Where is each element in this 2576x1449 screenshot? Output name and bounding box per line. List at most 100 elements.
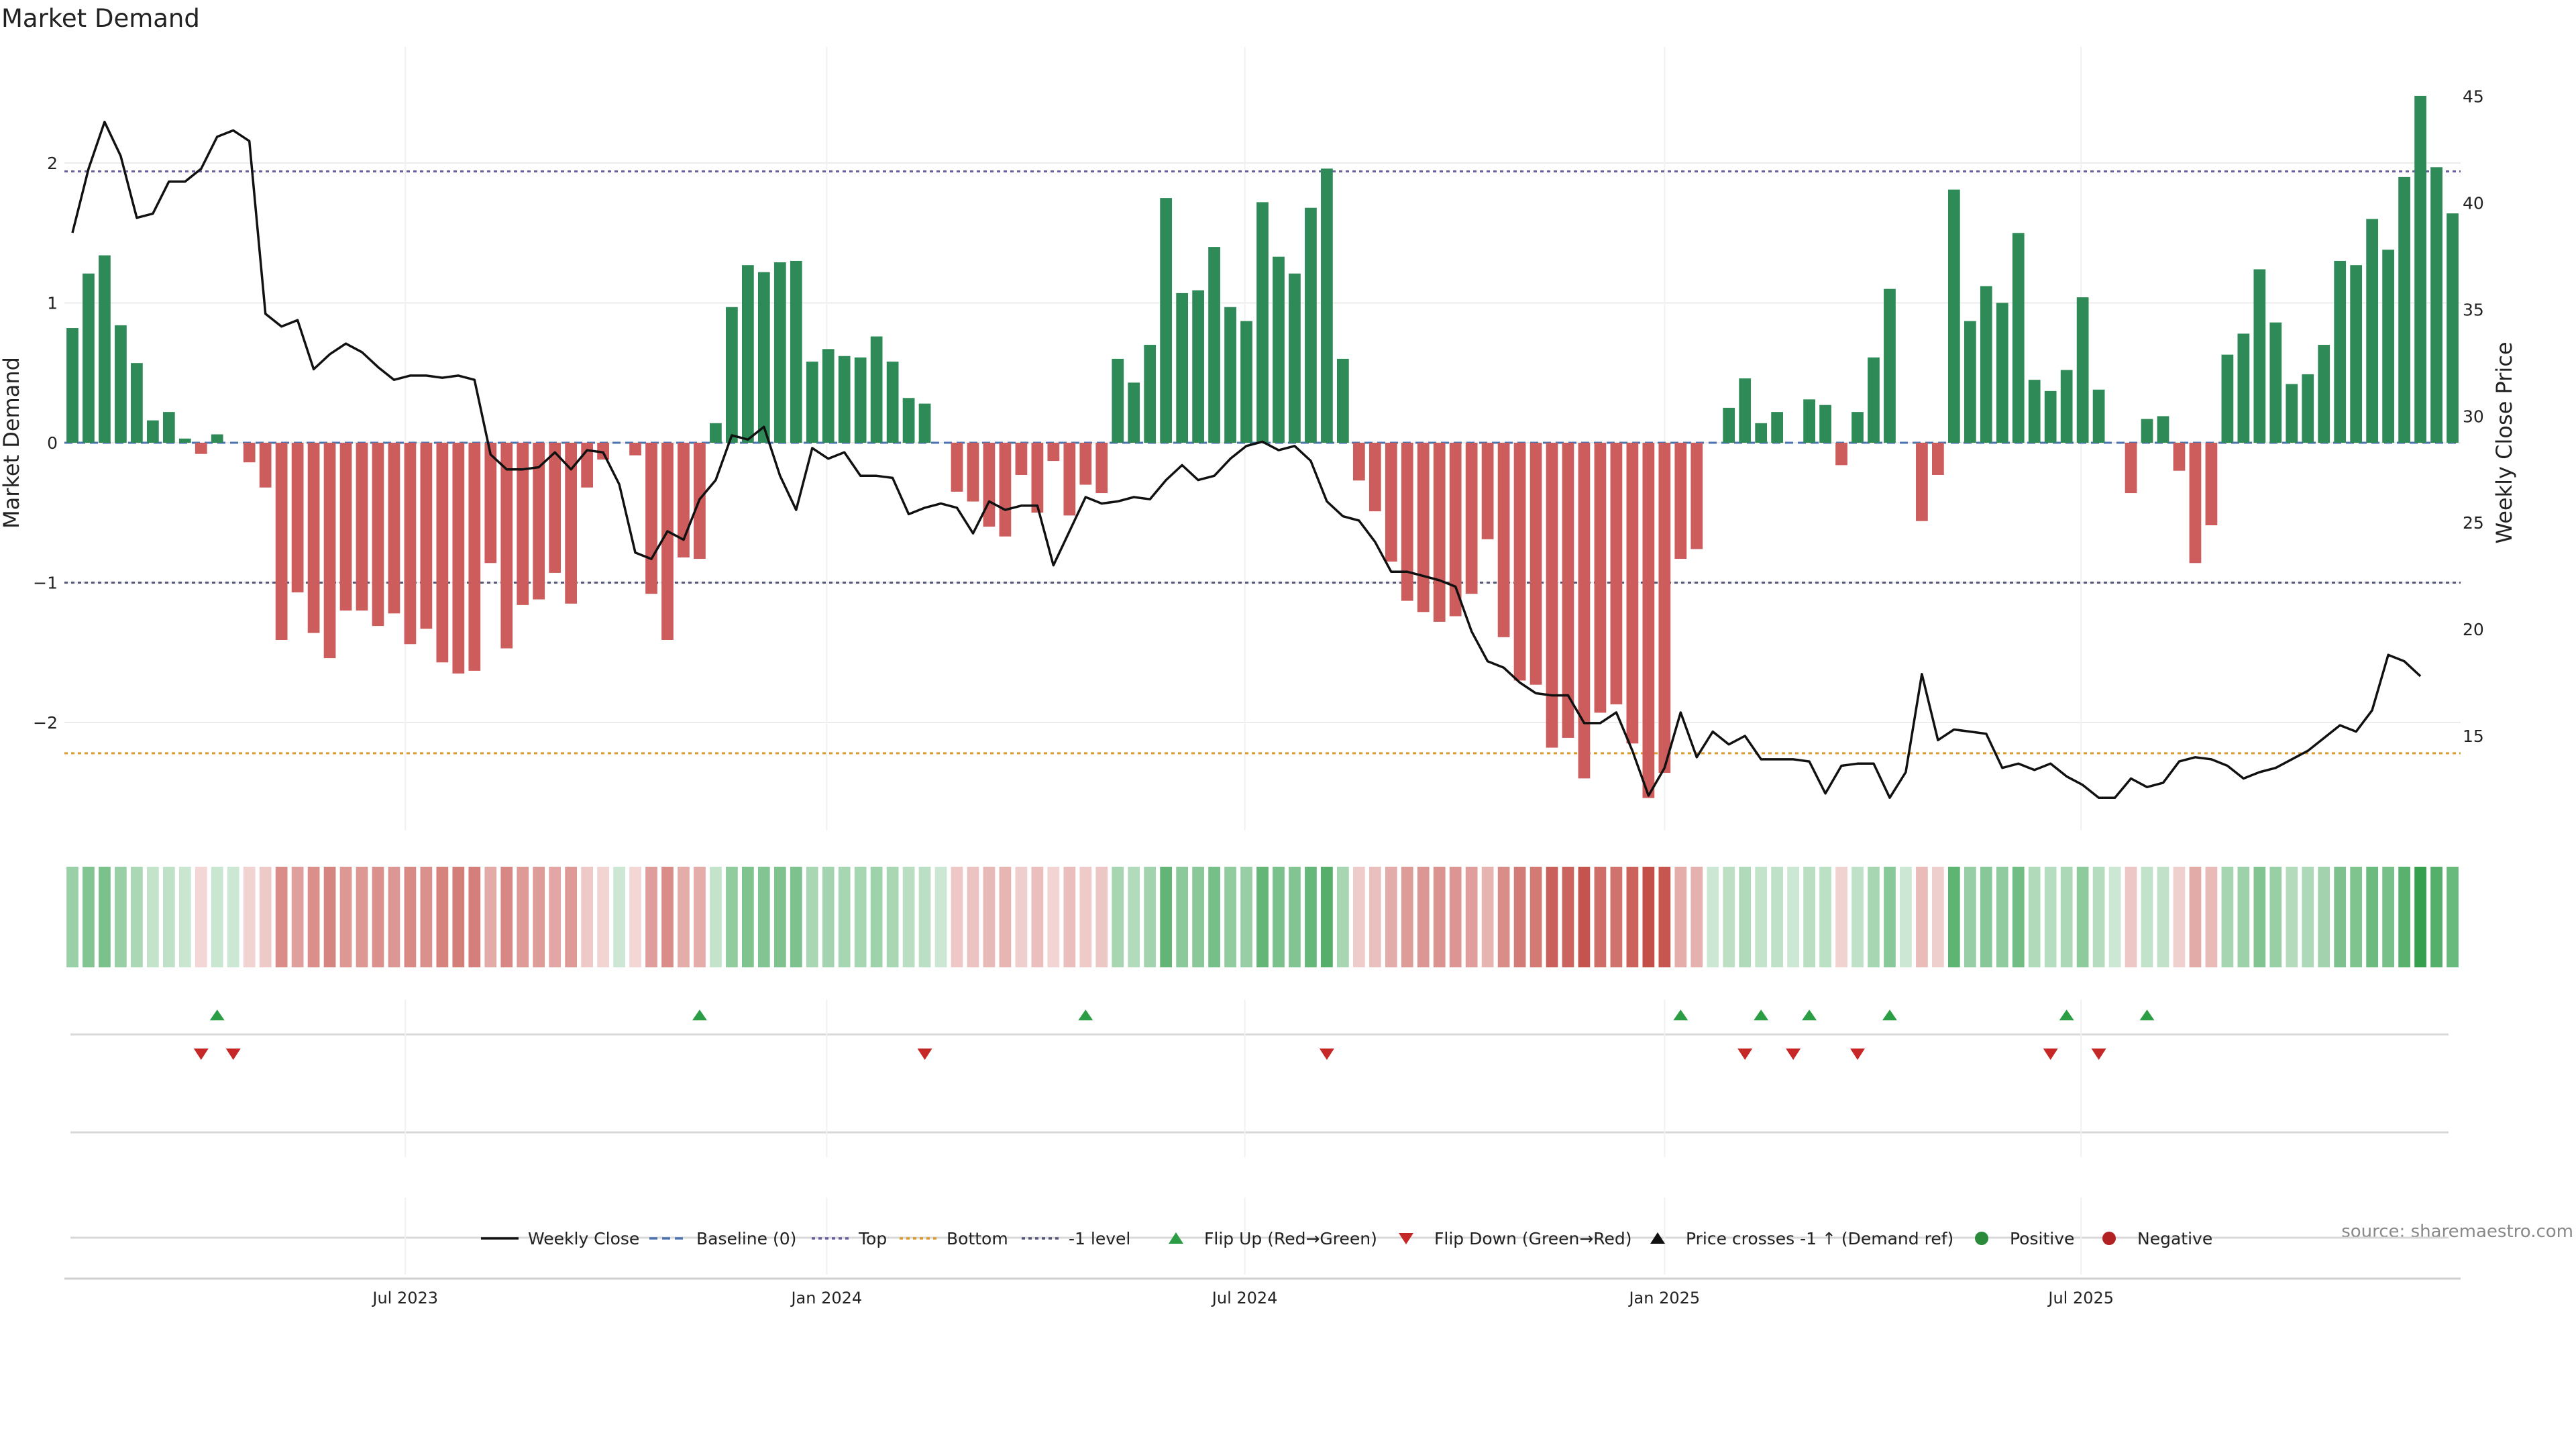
legend-swatch-dot xyxy=(2102,1232,2116,1245)
negative-bar xyxy=(1352,443,1365,481)
negative-bar xyxy=(1562,443,1574,738)
negative-bar xyxy=(1095,443,1108,494)
heat-cell xyxy=(2269,867,2282,967)
negative-bar xyxy=(1916,443,1928,521)
heat-cell xyxy=(1144,867,1157,967)
y2-tick-label: 25 xyxy=(2463,513,2484,533)
legend-label: Positive xyxy=(2010,1229,2074,1248)
negative-bar xyxy=(2189,443,2202,564)
legend-swatch-triangle-up xyxy=(1650,1232,1665,1244)
heat-cell xyxy=(1642,867,1655,967)
negative-bar xyxy=(1401,443,1413,601)
negative-bar xyxy=(2205,443,2218,526)
negative-bar xyxy=(452,443,465,674)
heat-cell xyxy=(484,867,497,967)
negative-bar xyxy=(1610,443,1623,704)
heat-cell xyxy=(388,867,400,967)
heat-cell xyxy=(1707,867,1719,967)
positive-bar xyxy=(1771,412,1784,443)
legend-label: Top xyxy=(858,1229,887,1248)
negative-bar xyxy=(1368,443,1381,512)
negative-bar xyxy=(356,443,368,611)
heat-cell xyxy=(1015,867,1028,967)
heat-cell xyxy=(436,867,449,967)
flip-up-marker xyxy=(1754,1010,1769,1020)
negative-bar xyxy=(1015,443,1028,475)
negative-bar xyxy=(243,443,256,463)
heat-cell xyxy=(1368,867,1381,967)
y2-tick-label: 40 xyxy=(2463,193,2484,213)
negative-bar xyxy=(468,443,481,671)
heat-cell xyxy=(854,867,867,967)
flip-up-marker xyxy=(692,1010,707,1020)
heat-cell xyxy=(2318,867,2330,967)
positive-bar xyxy=(838,356,851,443)
heat-cell xyxy=(1771,867,1784,967)
negative-bar xyxy=(275,443,288,640)
heat-cell xyxy=(1868,867,1880,967)
positive-bar xyxy=(1273,256,1285,443)
negative-bar xyxy=(1031,443,1044,513)
heat-cell xyxy=(1160,867,1173,967)
y2-axis-ticks: 45 40 35 30 25 20 15 xyxy=(2463,87,2484,746)
positive-bar xyxy=(1755,423,1768,443)
positive-bar xyxy=(131,363,143,443)
positive-bar xyxy=(1868,357,1880,443)
weekly-close-line xyxy=(71,120,2422,799)
y2-tick-label: 15 xyxy=(2463,727,2484,746)
demand-bars xyxy=(66,95,2459,798)
heat-cell xyxy=(178,867,191,967)
heat-cell xyxy=(468,867,481,967)
heat-cell xyxy=(2060,867,2073,967)
flip-down-marker xyxy=(1786,1049,1801,1060)
legend-swatch-dot xyxy=(1975,1232,1988,1245)
heat-cell xyxy=(243,867,256,967)
heat-cell xyxy=(1031,867,1044,967)
positive-bar xyxy=(2044,390,2057,443)
negative-bar xyxy=(2173,443,2186,471)
heat-cell xyxy=(597,867,609,967)
heat-cell xyxy=(259,867,272,967)
heat-cell xyxy=(2366,867,2379,967)
heat-cell xyxy=(1063,867,1076,967)
heat-cell xyxy=(967,867,979,967)
heat-cell xyxy=(1723,867,1735,967)
heat-cell xyxy=(565,867,578,967)
heat-cell xyxy=(2028,867,2041,967)
negative-bar xyxy=(484,443,497,564)
positive-bar xyxy=(870,336,883,443)
legend-item: Price crosses -1 ↑ (Demand ref) xyxy=(1650,1229,1953,1248)
heat-cell xyxy=(2447,867,2459,967)
positive-bar xyxy=(2350,265,2363,443)
negative-bar xyxy=(999,443,1012,537)
demand-heat-strip xyxy=(66,867,2459,967)
heat-cell xyxy=(2430,867,2443,967)
negative-bar xyxy=(1465,443,1478,594)
x-tick-label: Jan 2024 xyxy=(790,1289,862,1307)
positive-bar xyxy=(1980,286,1992,443)
heat-cell xyxy=(404,867,417,967)
negative-bar xyxy=(436,443,449,663)
heat-cell xyxy=(694,867,706,967)
positive-bar xyxy=(2398,176,2410,443)
heat-cell xyxy=(1079,867,1092,967)
positive-bar xyxy=(757,272,770,443)
heat-cell xyxy=(83,867,95,967)
heat-cell xyxy=(420,867,433,967)
negative-bar xyxy=(1690,443,1703,549)
heat-cell xyxy=(195,867,207,967)
heat-cell xyxy=(2382,867,2394,967)
heat-cell xyxy=(1835,867,1847,967)
legend: Weekly Close Baseline (0) Top Bottom -1 leve… xyxy=(481,1229,2212,1248)
negative-bar xyxy=(1385,443,1397,562)
positive-bar xyxy=(1192,290,1204,443)
negative-bar xyxy=(2125,443,2137,494)
negative-bar xyxy=(259,443,272,488)
legend-swatch-triangle-up xyxy=(1169,1232,1183,1244)
heat-cell xyxy=(1192,867,1204,967)
negative-bar xyxy=(1529,443,1542,685)
heat-cell xyxy=(356,867,368,967)
heat-cell xyxy=(613,867,625,967)
negative-bar xyxy=(420,443,433,629)
heat-cell xyxy=(452,867,465,967)
